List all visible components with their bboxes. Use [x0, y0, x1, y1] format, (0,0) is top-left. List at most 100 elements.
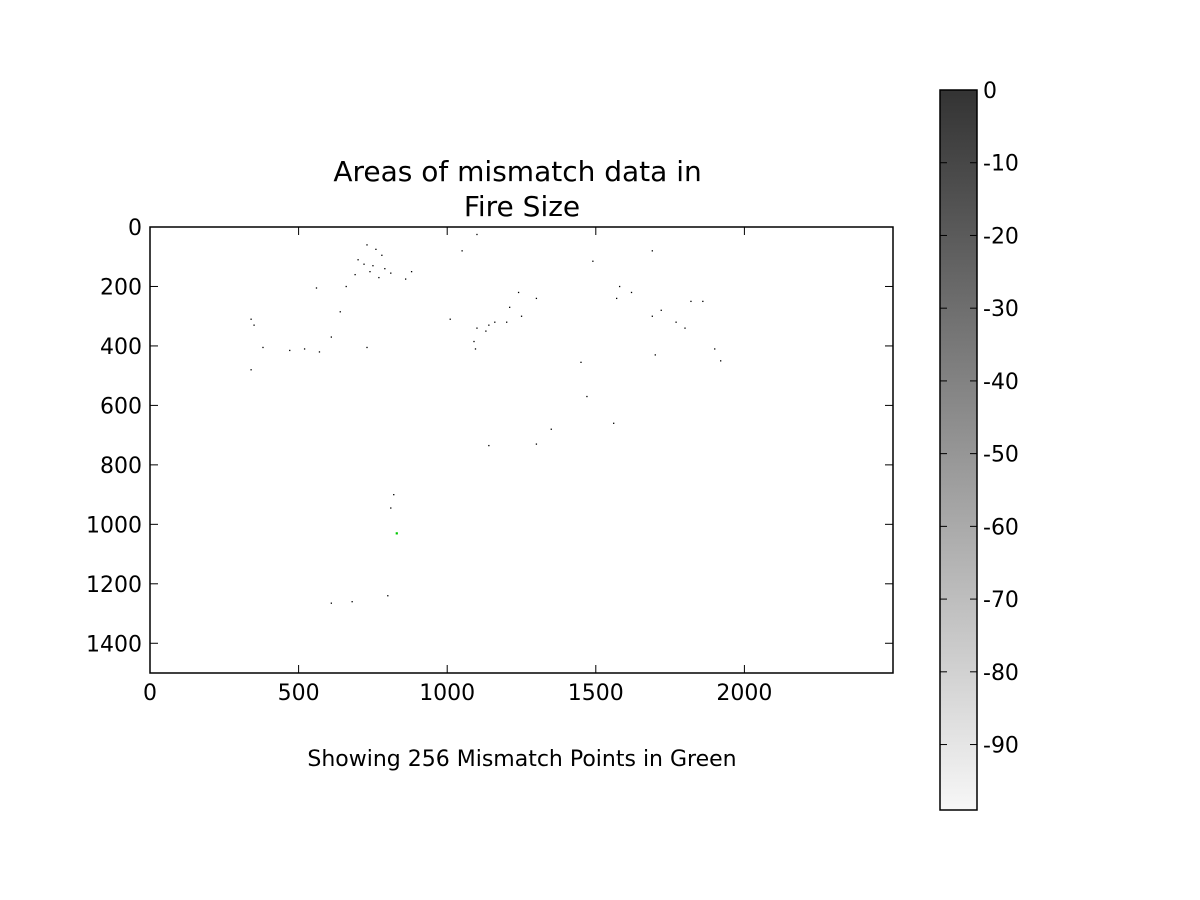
chart-title-line: Fire Size: [464, 190, 580, 223]
data-point: [506, 321, 508, 323]
x-tick-label: 2000: [716, 681, 772, 706]
data-point: [476, 327, 478, 329]
x-tick-label: 0: [143, 681, 157, 706]
x-axis: 0 500 1000 1500 2000: [143, 227, 772, 706]
data-point: [473, 340, 475, 343]
x-tick-label: 1500: [568, 681, 624, 706]
data-point: [630, 291, 633, 294]
data-point: [517, 291, 520, 294]
data-point: [684, 327, 686, 329]
data-point: [250, 369, 252, 371]
data-point: [449, 318, 451, 320]
x-tick-label: 1000: [419, 681, 475, 706]
data-point: [369, 271, 371, 273]
colorbar-tick-label: -70: [983, 588, 1019, 613]
data-point: [357, 259, 359, 261]
y-tick-label: 800: [100, 454, 142, 479]
data-point: [476, 233, 478, 236]
data-point: [613, 422, 615, 424]
data-point: [390, 507, 392, 509]
data-point: [675, 321, 677, 323]
data-point: [488, 444, 490, 447]
y-axis: 0 200 400 600 800 1000 1200 1400: [86, 216, 893, 657]
x-axis-label: Showing 256 Mismatch Points in Green: [307, 747, 736, 772]
y-tick-label: 0: [128, 216, 142, 241]
data-point: [592, 260, 594, 262]
data-point: [651, 315, 653, 317]
colorbar-tick-label: -60: [983, 515, 1019, 540]
y-tick-label: 1000: [86, 513, 142, 538]
data-point: [535, 443, 538, 445]
data-point: [618, 285, 621, 288]
data-point: [253, 324, 255, 326]
colorbar-tick-label: -40: [983, 370, 1019, 395]
data-point: [550, 428, 552, 430]
data-point: [660, 309, 662, 311]
data-point: [381, 254, 383, 256]
colorbar-tick-label: -90: [983, 734, 1019, 759]
data-point: [461, 250, 463, 252]
data-point: [250, 318, 252, 320]
data-point: [315, 287, 318, 289]
chart-title: Areas of mismatch data in Fire Size: [333, 155, 710, 223]
data-point: [351, 601, 353, 603]
data-point: [339, 311, 341, 313]
data-point: [345, 285, 347, 288]
mismatch-point: [395, 532, 398, 535]
data-point: [494, 321, 496, 323]
chart-title-line: Areas of mismatch data in: [333, 155, 701, 188]
data-point: [330, 336, 332, 338]
data-point: [330, 602, 332, 604]
data-point: [616, 297, 618, 300]
data-point: [303, 348, 306, 350]
colorbar-tick-label: -80: [983, 661, 1019, 686]
y-tick-label: 400: [100, 335, 142, 360]
data-point: [262, 346, 264, 349]
data-point: [410, 271, 413, 273]
data-point: [366, 346, 368, 349]
data-point: [702, 300, 704, 303]
data-point: [384, 268, 386, 270]
data-point: [474, 348, 477, 350]
data-point: [363, 263, 365, 265]
data-point: [485, 330, 487, 332]
data-point: [318, 351, 321, 353]
data-point: [654, 354, 656, 356]
y-tick-label: 1400: [86, 632, 142, 657]
data-point: [651, 250, 653, 252]
data-point: [520, 315, 523, 317]
data-point: [690, 300, 692, 303]
data-point: [580, 361, 582, 363]
plot-frame: [149, 226, 894, 674]
data-point: [354, 273, 356, 276]
colorbar: [939, 89, 978, 811]
colorbar-tick-label: -10: [983, 152, 1019, 177]
colorbar-tick-label: -50: [983, 443, 1019, 468]
data-point: [509, 306, 511, 308]
colorbar-axis: 0 -10 -20 -30 -40 -50 -60 -70 -80 -90: [940, 79, 1019, 759]
data-point: [535, 297, 538, 300]
x-tick-label: 500: [278, 681, 320, 706]
data-point: [375, 248, 377, 250]
data-point: [404, 278, 407, 280]
y-tick-label: 200: [100, 275, 142, 300]
data-point: [720, 360, 722, 362]
data-point: [378, 276, 380, 279]
data-point: [390, 272, 392, 274]
data-point: [372, 265, 374, 267]
colorbar-tick-label: -30: [983, 297, 1019, 322]
plot-area: [150, 227, 893, 673]
data-point: [387, 595, 389, 597]
data-point: [366, 244, 368, 246]
data-point: [393, 494, 395, 496]
data-points: [250, 233, 722, 604]
colorbar-tick-label: -20: [983, 224, 1019, 249]
data-point: [289, 349, 291, 352]
colorbar-tick-label: 0: [983, 79, 997, 104]
y-tick-label: 600: [100, 394, 142, 419]
data-point: [586, 395, 588, 398]
y-tick-label: 1200: [86, 573, 142, 598]
data-point: [714, 348, 716, 350]
data-point: [488, 324, 490, 326]
